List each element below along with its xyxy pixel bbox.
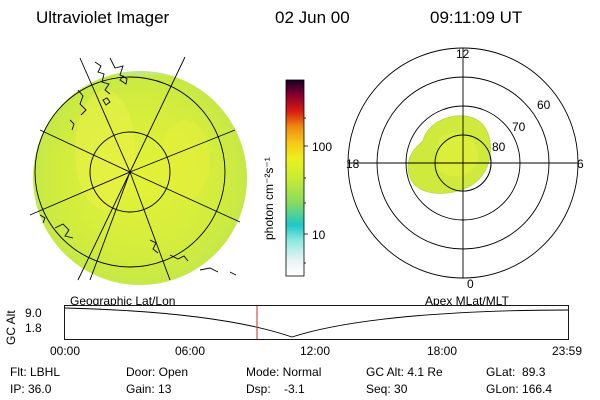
latitude-circle-outer bbox=[34, 76, 226, 268]
mlt-label-6: 6 bbox=[577, 157, 584, 171]
footer-gc-alt: GC Alt: 4.1 Re bbox=[366, 365, 443, 379]
polar-mlt-lines bbox=[348, 48, 578, 278]
geographic-globe-image bbox=[29, 56, 247, 285]
timeline-ytick-top: 9.0 bbox=[25, 306, 42, 320]
footer-gain: Gain: 13 bbox=[126, 382, 172, 396]
timeline-ytick-bottom: 1.8 bbox=[25, 321, 42, 335]
meridian-lines bbox=[29, 56, 241, 281]
color-scale-bar bbox=[285, 79, 308, 277]
timeline-xtick-0600: 06:00 bbox=[175, 344, 206, 358]
time-label: 09:11:09 UT bbox=[430, 8, 523, 27]
apex-panel-label: Apex MLat/MLT bbox=[425, 294, 509, 308]
timeline-axis-label: GC Alt bbox=[4, 310, 18, 345]
footer-mode: Mode: Normal bbox=[246, 365, 322, 379]
date-label: 02 Jun 00 bbox=[275, 8, 350, 27]
timeline-xtick-2359: 23:59 bbox=[552, 344, 583, 358]
mlat-label-80: 80 bbox=[492, 140, 506, 154]
colorbar-tick-10: 10 bbox=[312, 228, 326, 242]
colorbar-unit-label: photon cm⁻²s⁻¹ bbox=[262, 157, 276, 240]
colorbar-tick-100: 100 bbox=[312, 140, 333, 154]
mlt-label-0: 0 bbox=[467, 277, 474, 291]
timeline-xtick-1800: 18:00 bbox=[427, 344, 458, 358]
mlat-label-60: 60 bbox=[537, 98, 551, 112]
latitude-circle-inner bbox=[89, 131, 171, 213]
footer-seq: Seq: 30 bbox=[366, 382, 408, 396]
footer-ip: IP: 36.0 bbox=[10, 382, 52, 396]
mlt-label-18: 18 bbox=[346, 157, 360, 171]
footer-filter: Flt: LBHL bbox=[10, 365, 61, 379]
footer-glon: GLon: 166.4 bbox=[486, 382, 553, 396]
instrument-title: Ultraviolet Imager bbox=[36, 8, 170, 27]
timeline-xtick-0000: 00:00 bbox=[50, 344, 81, 358]
timeline-xtick-1200: 12:00 bbox=[300, 344, 331, 358]
footer-glat: GLat: 89.3 bbox=[486, 365, 546, 379]
footer-door: Door: Open bbox=[126, 365, 189, 379]
footer-dsp: Dsp: -3.1 bbox=[246, 382, 305, 396]
altitude-curve bbox=[64, 307, 569, 338]
geographic-panel-label: Geographic Lat/Lon bbox=[70, 294, 176, 308]
mlt-label-12: 12 bbox=[456, 47, 470, 61]
mlat-label-70: 70 bbox=[512, 120, 526, 134]
altitude-timeline-plot bbox=[64, 305, 569, 340]
polar-mlat-mlt-plot bbox=[347, 47, 579, 279]
